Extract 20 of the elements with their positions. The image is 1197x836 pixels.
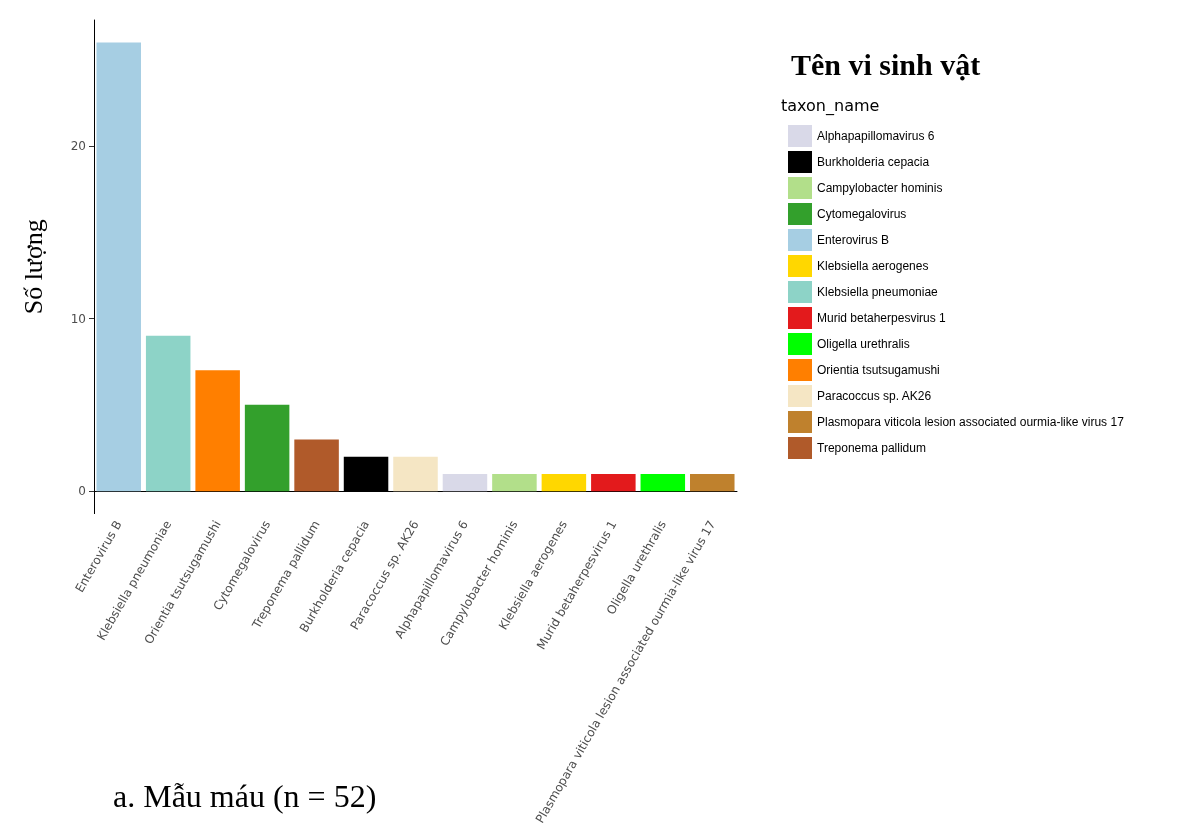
y-tick-label: 0: [78, 484, 86, 499]
legend-label: Murid betaherpesvirus 1: [817, 311, 947, 325]
legend-label: Cytomegalovirus: [817, 207, 907, 221]
y-tick-label: 20: [70, 138, 86, 153]
legend-label: Enterovirus B: [817, 233, 890, 247]
legend-label: Alphapapillomavirus 6: [817, 129, 935, 143]
y-tick-label: 10: [70, 311, 86, 326]
legend-label: Plasmopara viticola lesion associated ourmia-like virus 17: [817, 415, 1125, 429]
legend-label: Oligella urethralis: [817, 337, 910, 351]
legend-title: taxon_name: [781, 95, 880, 116]
legend-label: Treponema pallidum: [817, 441, 926, 455]
legend-label: Klebsiella aerogenes: [817, 259, 929, 273]
text: Tên vi sinh vật: [791, 47, 981, 81]
legend-label: Orientia tsutsugamushi: [817, 363, 940, 377]
y-axis-title: Số lượng: [18, 219, 48, 315]
legend-label: Campylobacter hominis: [817, 181, 943, 195]
text: a. Mẫu máu (n = 52): [113, 778, 377, 814]
legend-label: Burkholderia cepacia: [817, 155, 930, 169]
legend-label: Paracoccus sp. AK26: [817, 389, 932, 403]
legend-label: Klebsiella pneumoniae: [817, 285, 939, 299]
